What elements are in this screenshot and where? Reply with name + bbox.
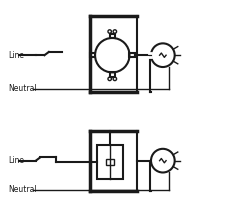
Text: Neutral: Neutral [8, 185, 36, 194]
Text: Neutral: Neutral [8, 84, 36, 93]
Text: Line: Line [8, 156, 24, 165]
Bar [109, 34, 115, 38]
Bar [97, 145, 123, 179]
Bar [90, 53, 95, 57]
Bar [130, 53, 135, 57]
Bar [106, 158, 114, 165]
Text: Line: Line [8, 51, 24, 60]
Bar [109, 72, 115, 77]
